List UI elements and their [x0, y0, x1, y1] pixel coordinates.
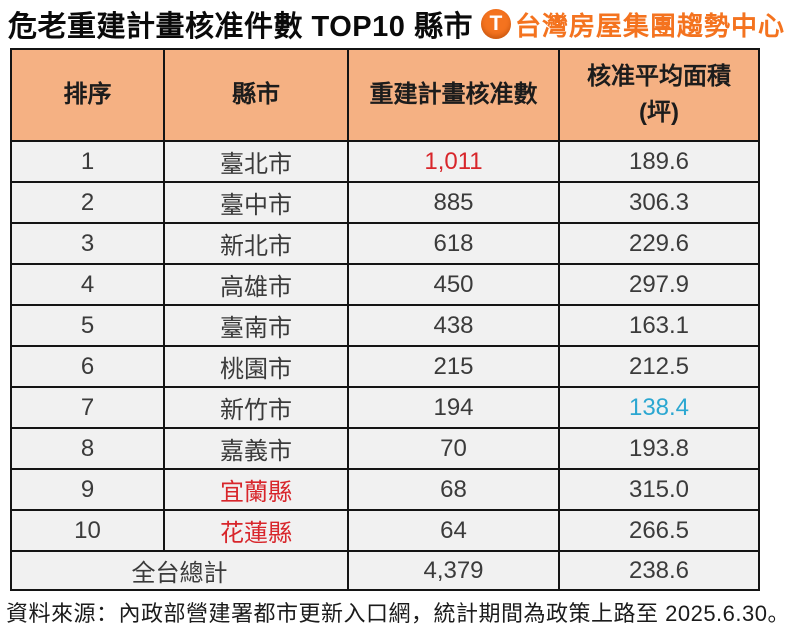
city-cell: 臺中市 [163, 181, 349, 224]
count-cell: 64 [347, 509, 560, 552]
total-area-cell: 238.6 [558, 550, 760, 591]
rank-cell: 9 [10, 468, 165, 511]
table-row: 4 高雄市 450 297.9 [10, 263, 760, 306]
brand-name: 台灣房屋集團趨勢中心 [514, 10, 785, 41]
title-bar: 危老重建計畫核准件數 TOP10 縣市 T 台灣房屋集團趨勢中心 [0, 0, 797, 48]
area-cell: 193.8 [558, 427, 760, 470]
total-count-cell: 4,379 [347, 550, 560, 591]
rank-cell: 3 [10, 222, 165, 265]
table-row: 8 嘉義市 70 193.8 [10, 427, 760, 470]
city-cell: 臺北市 [163, 140, 349, 183]
header-area: 核准平均面積 (坪) [558, 48, 760, 142]
count-cell: 438 [347, 304, 560, 347]
header-city: 縣市 [163, 48, 349, 142]
brand-logo: T 台灣房屋集團趨勢中心 [480, 6, 785, 43]
city-cell: 高雄市 [163, 263, 349, 306]
count-cell: 1,011 [347, 140, 560, 183]
rank-cell: 8 [10, 427, 165, 470]
table-row: 10 花蓮縣 64 266.5 [10, 509, 760, 552]
count-cell: 215 [347, 345, 560, 388]
city-cell: 宜蘭縣 [163, 468, 349, 511]
area-cell: 138.4 [558, 386, 760, 429]
table-row: 7 新竹市 194 138.4 [10, 386, 760, 429]
area-cell: 212.5 [558, 345, 760, 388]
table-row: 6 桃園市 215 212.5 [10, 345, 760, 388]
area-cell: 229.6 [558, 222, 760, 265]
page-title: 危老重建計畫核准件數 TOP10 縣市 [8, 11, 473, 43]
table-row: 3 新北市 618 229.6 [10, 222, 760, 265]
city-cell: 新竹市 [163, 386, 349, 429]
city-cell: 臺南市 [163, 304, 349, 347]
area-cell: 297.9 [558, 263, 760, 306]
count-cell: 70 [347, 427, 560, 470]
city-cell: 桃園市 [163, 345, 349, 388]
count-cell: 68 [347, 468, 560, 511]
total-row: 全台總計 4,379 238.6 [10, 550, 760, 591]
count-cell: 618 [347, 222, 560, 265]
rank-cell: 6 [10, 345, 165, 388]
area-cell: 189.6 [558, 140, 760, 183]
area-cell: 306.3 [558, 181, 760, 224]
brand-t-icon: T [480, 9, 511, 39]
city-cell: 嘉義市 [163, 427, 349, 470]
rank-cell: 1 [10, 140, 165, 183]
rank-cell: 4 [10, 263, 165, 306]
count-cell: 450 [347, 263, 560, 306]
top10-table: 排序 縣市 重建計畫核准數 核准平均面積 (坪) 1 臺北市 1,011 189… [10, 48, 760, 591]
table-header-row: 排序 縣市 重建計畫核准數 核准平均面積 (坪) [10, 48, 760, 142]
header-count: 重建計畫核准數 [347, 48, 560, 142]
rank-cell: 2 [10, 181, 165, 224]
table-row: 1 臺北市 1,011 189.6 [10, 140, 760, 183]
source-note: 資料來源：內政部營建署都市更新入口網，統計期間為政策上路至 2025.6.30。 [6, 601, 790, 626]
city-cell: 花蓮縣 [163, 509, 349, 552]
header-area-line1: 核准平均面積 [587, 63, 731, 90]
city-cell: 新北市 [163, 222, 349, 265]
header-area-line2: (坪) [639, 99, 679, 126]
rank-cell: 7 [10, 386, 165, 429]
header-rank: 排序 [10, 48, 165, 142]
area-cell: 315.0 [558, 468, 760, 511]
count-cell: 885 [347, 181, 560, 224]
count-cell: 194 [347, 386, 560, 429]
total-label-cell: 全台總計 [10, 550, 349, 591]
area-cell: 163.1 [558, 304, 760, 347]
table-row: 2 臺中市 885 306.3 [10, 181, 760, 224]
rank-cell: 10 [10, 509, 165, 552]
table-row: 9 宜蘭縣 68 315.0 [10, 468, 760, 511]
area-cell: 266.5 [558, 509, 760, 552]
table-row: 5 臺南市 438 163.1 [10, 304, 760, 347]
rank-cell: 5 [10, 304, 165, 347]
